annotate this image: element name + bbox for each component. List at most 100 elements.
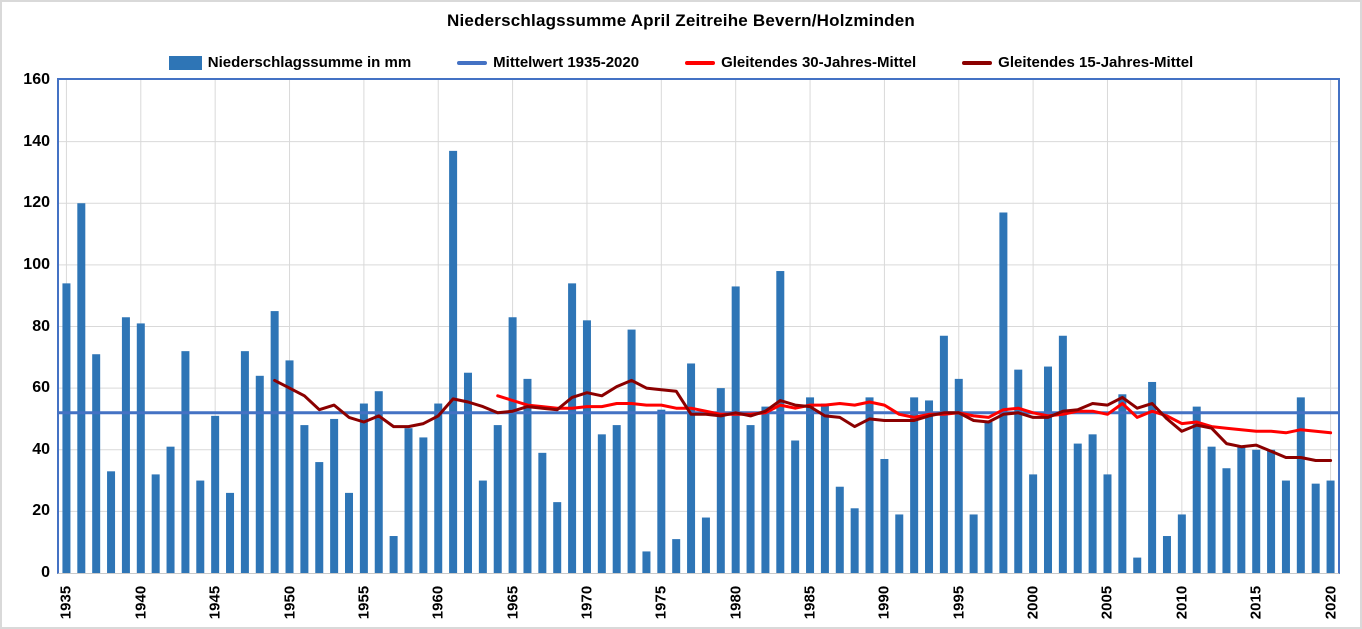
- bar-1973: [627, 329, 636, 573]
- bar-1996: [969, 514, 978, 573]
- bar-1952: [315, 462, 324, 573]
- bar-2001: [1043, 366, 1052, 573]
- bar-1944: [196, 480, 205, 573]
- bar-1936: [77, 203, 86, 573]
- moving-30yr-line: [496, 394, 1333, 435]
- bar-1971: [597, 434, 606, 573]
- bar-1963: [478, 480, 487, 573]
- legend-label-precipitation: Niederschlagssumme in mm: [207, 54, 412, 71]
- legend-label-15yr: Gleitendes 15-Jahres-Mittel: [998, 54, 1194, 71]
- bar-2008: [1148, 381, 1157, 573]
- bar-1950: [285, 360, 294, 573]
- plot-area: [57, 78, 1340, 574]
- bar-1972: [612, 425, 621, 573]
- bar-1970: [582, 320, 591, 573]
- bar-2015: [1252, 449, 1261, 573]
- bar-2004: [1088, 434, 1097, 573]
- bar-1949: [270, 311, 279, 573]
- bar-1978: [701, 517, 710, 573]
- y-axis-label-160: 160: [23, 71, 50, 88]
- bar-1999: [1014, 369, 1023, 573]
- x-axis-label-1970: 1970: [578, 585, 596, 620]
- bar-swatch-icon: [168, 55, 202, 70]
- bar-1985: [806, 397, 815, 573]
- bar-1977: [687, 363, 696, 573]
- bar-1967: [538, 452, 547, 573]
- legend-item-15yr: Gleitendes 15-Jahres-Mittel: [962, 54, 1193, 71]
- x-axis-label-2015: 2015: [1247, 585, 1265, 620]
- bar-1994: [939, 335, 948, 573]
- bar-1962: [463, 372, 472, 573]
- bar-1964: [493, 425, 502, 573]
- legend-item-mean: Mittelwert 1935-2020: [457, 54, 639, 71]
- bar-1997: [984, 422, 993, 573]
- bar-1947: [240, 351, 249, 573]
- x-axis-label-1990: 1990: [875, 585, 893, 620]
- bar-1995: [954, 378, 963, 573]
- bar-2017: [1281, 480, 1290, 573]
- bar-1940: [136, 323, 145, 573]
- mean-line-swatch-icon: [457, 60, 488, 65]
- bar-1958: [404, 428, 413, 573]
- bar-2014: [1237, 446, 1246, 573]
- bar-2007: [1133, 557, 1142, 573]
- bar-1980: [731, 286, 740, 573]
- moving-30yr-swatch-icon: [685, 60, 716, 65]
- bar-1937: [92, 354, 101, 573]
- bar-1965: [508, 317, 517, 573]
- y-axis-label-80: 80: [32, 317, 50, 335]
- legend-item-30yr: Gleitendes 30-Jahres-Mittel: [685, 54, 916, 71]
- bar-1983: [776, 271, 785, 573]
- bar-2002: [1058, 335, 1067, 573]
- bar-1975: [657, 409, 666, 573]
- bar-1938: [107, 471, 116, 573]
- x-axis-label-1950: 1950: [281, 585, 299, 620]
- bar-1991: [895, 514, 904, 573]
- x-axis-label-1985: 1985: [801, 585, 819, 620]
- bar-1993: [925, 400, 934, 573]
- bar-2019: [1311, 483, 1320, 573]
- bar-2006: [1118, 394, 1127, 573]
- y-axis-label-140: 140: [23, 132, 50, 150]
- bar-1961: [449, 150, 458, 573]
- bar-1968: [553, 502, 562, 573]
- bar-1957: [389, 536, 398, 573]
- bar-1986: [820, 403, 829, 573]
- bar-1984: [791, 440, 800, 573]
- bar-1982: [761, 406, 770, 573]
- bar-1946: [226, 492, 235, 573]
- moving-15yr-swatch-icon: [962, 60, 993, 65]
- bar-1942: [166, 446, 175, 573]
- bar-2012: [1207, 446, 1216, 573]
- bar-2009: [1162, 536, 1171, 573]
- y-axis-label-100: 100: [23, 255, 50, 273]
- bar-2020: [1326, 480, 1335, 573]
- bar-2018: [1296, 397, 1305, 573]
- chart-title: Niederschlagssumme April Zeitreihe Bever…: [447, 11, 915, 30]
- x-axis-label-2010: 2010: [1173, 585, 1191, 620]
- bar-1998: [999, 212, 1008, 573]
- bar-1969: [568, 283, 577, 573]
- bar-1956: [374, 391, 383, 573]
- legend-label-mean: Mittelwert 1935-2020: [493, 54, 640, 71]
- bar-2005: [1103, 474, 1112, 573]
- bar-1987: [835, 486, 844, 573]
- x-axis-label-1995: 1995: [950, 585, 968, 620]
- bar-1951: [300, 425, 309, 573]
- bar-1943: [181, 351, 190, 573]
- bar-1976: [672, 539, 681, 573]
- legend-item-precipitation: Niederschlagssumme in mm: [168, 54, 412, 71]
- bar-1935: [62, 283, 71, 573]
- x-axis-label-2005: 2005: [1098, 585, 1116, 620]
- bar-1939: [121, 317, 130, 573]
- bar-1941: [151, 474, 160, 573]
- bar-1990: [880, 458, 889, 573]
- chart-canvas: [59, 80, 1338, 573]
- x-axis-label-1945: 1945: [206, 585, 224, 620]
- bar-1948: [255, 375, 264, 573]
- bar-1959: [419, 437, 428, 573]
- bar-1954: [345, 492, 354, 573]
- bar-1988: [850, 508, 859, 573]
- bar-1945: [211, 415, 220, 573]
